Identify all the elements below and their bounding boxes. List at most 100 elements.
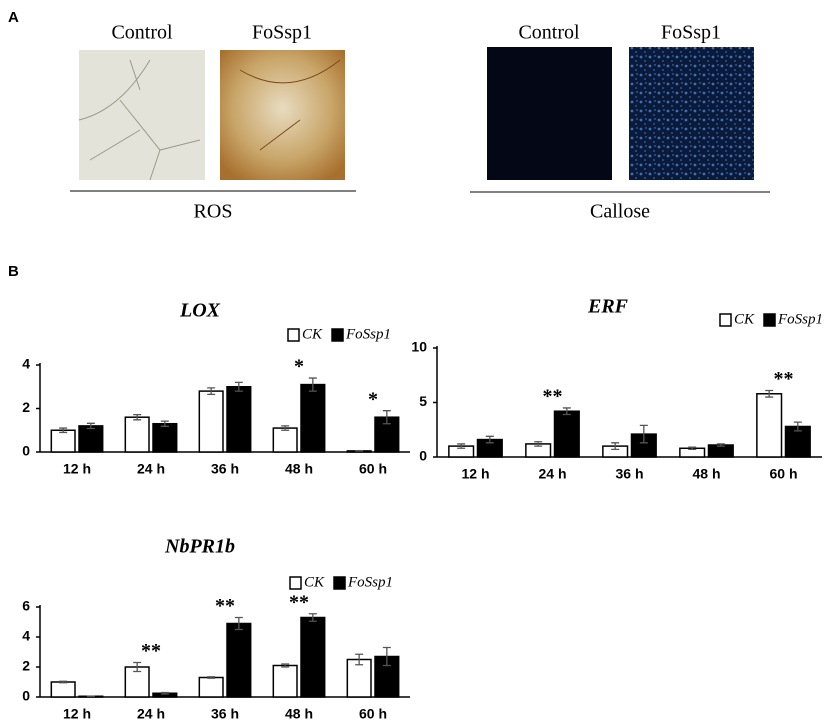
y-tick-label: 0 — [419, 448, 427, 464]
error-bar — [382, 410, 391, 425]
condition-label: Control — [111, 22, 173, 44]
significance: * — [294, 356, 304, 378]
significance: * — [368, 388, 378, 410]
error-bar — [207, 676, 216, 679]
bar — [226, 386, 252, 453]
leaf-image — [220, 50, 345, 180]
bar — [78, 425, 104, 453]
legend-label: CK — [734, 311, 755, 327]
y-tick-label: 10 — [411, 339, 427, 355]
leaf-veins — [239, 59, 341, 151]
group-label: Callose — [590, 201, 650, 223]
bar — [300, 616, 326, 698]
y-tick-label: 0 — [22, 688, 30, 704]
legend-swatch — [763, 313, 776, 327]
error-bar — [59, 680, 68, 684]
error-bar — [562, 407, 571, 416]
bar — [50, 429, 76, 453]
significance: ** — [289, 591, 309, 613]
bar — [272, 427, 298, 453]
x-tick-label: 12 h — [63, 461, 91, 477]
bar — [198, 390, 224, 453]
chart-title: ERF — [587, 296, 629, 318]
legend-label: FoSsp1 — [345, 326, 391, 342]
group-label: ROS — [194, 201, 233, 223]
error-bar — [207, 387, 216, 396]
callose-image — [487, 47, 612, 180]
error-bar — [59, 427, 68, 434]
bar — [272, 664, 298, 698]
error-bar — [308, 377, 317, 392]
y-tick-label: 2 — [22, 399, 30, 415]
error-bar — [86, 422, 95, 430]
callose-image — [629, 47, 754, 180]
x-tick-label: 36 h — [211, 461, 239, 477]
significance: ** — [543, 386, 563, 408]
bar — [756, 393, 783, 458]
error-bar — [355, 653, 364, 666]
error-bar — [160, 691, 169, 695]
y-tick-label: 4 — [22, 628, 30, 644]
bar — [553, 410, 580, 458]
error-bar — [688, 446, 697, 451]
x-tick-label: 60 h — [769, 466, 797, 482]
x-tick-label: 60 h — [359, 706, 387, 722]
legend-swatch — [333, 576, 346, 590]
leaf-veins — [78, 59, 201, 181]
error-bar — [639, 424, 648, 444]
x-tick-label: 24 h — [538, 466, 566, 482]
y-tick-label: 4 — [22, 356, 30, 372]
x-tick-label: 60 h — [359, 461, 387, 477]
chart-title: LOX — [179, 300, 221, 322]
bar — [226, 622, 252, 698]
x-tick-label: 48 h — [692, 466, 720, 482]
error-bar — [534, 441, 543, 447]
error-bar — [485, 435, 494, 444]
x-tick-label: 12 h — [461, 466, 489, 482]
y-tick-label: 0 — [22, 443, 30, 459]
bar — [198, 676, 224, 698]
y-tick-label: 5 — [419, 393, 427, 409]
panel-label: A — [8, 9, 19, 26]
legend-label: FoSsp1 — [777, 311, 823, 327]
x-tick-label: 48 h — [285, 461, 313, 477]
error-bar — [234, 616, 243, 631]
error-bar — [716, 443, 725, 447]
error-bar — [281, 425, 290, 431]
legend-swatch — [287, 328, 300, 342]
y-tick-label: 6 — [22, 598, 30, 614]
condition-label: FoSsp1 — [661, 22, 721, 44]
error-bar — [160, 420, 169, 427]
x-tick-label: 48 h — [285, 706, 313, 722]
legend-swatch — [331, 328, 344, 342]
bar — [300, 383, 326, 453]
significance: ** — [215, 595, 235, 617]
condition-label: FoSsp1 — [252, 22, 312, 44]
bar — [707, 444, 734, 458]
error-bar — [382, 646, 391, 667]
error-bar — [281, 663, 290, 668]
chart-title: NbPR1b — [164, 536, 235, 558]
legend-swatch — [719, 313, 732, 327]
bar — [152, 422, 178, 453]
legend-label: FoSsp1 — [347, 574, 393, 590]
bar — [50, 681, 76, 698]
x-tick-label: 24 h — [137, 461, 165, 477]
error-bar — [133, 661, 142, 673]
error-bar — [457, 443, 466, 449]
error-bar — [133, 413, 142, 421]
error-bar — [234, 381, 243, 392]
panel-label: B — [8, 263, 19, 280]
error-bar — [308, 613, 317, 622]
error-bar — [611, 442, 620, 451]
x-tick-label: 12 h — [63, 706, 91, 722]
y-tick-label: 2 — [22, 658, 30, 674]
error-bar — [793, 421, 802, 432]
x-tick-label: 36 h — [211, 706, 239, 722]
leaf-image — [79, 50, 205, 180]
x-tick-label: 36 h — [615, 466, 643, 482]
legend-label: CK — [304, 574, 325, 590]
legend-swatch — [289, 576, 302, 590]
significance: ** — [774, 368, 794, 390]
